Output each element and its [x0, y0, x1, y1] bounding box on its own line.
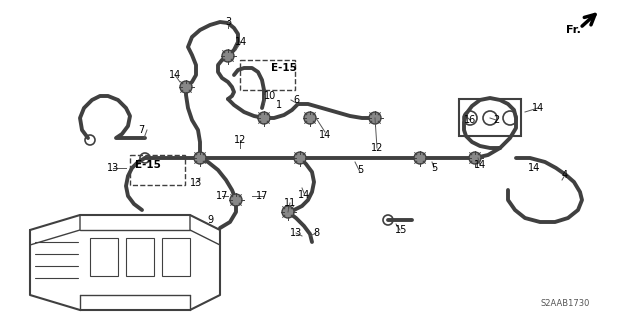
Bar [130, 155, 185, 185]
Text: 16: 16 [464, 115, 476, 125]
Bar [240, 60, 295, 90]
Text: 14: 14 [532, 103, 544, 113]
Circle shape [414, 152, 426, 164]
Text: 15: 15 [395, 225, 407, 235]
Text: 5: 5 [431, 163, 437, 173]
Text: 12: 12 [371, 143, 383, 153]
Circle shape [180, 81, 192, 93]
Text: 3: 3 [225, 17, 231, 27]
Circle shape [304, 112, 316, 124]
Text: 14: 14 [474, 160, 486, 170]
Text: 14: 14 [235, 37, 247, 47]
Text: E-15: E-15 [135, 160, 161, 170]
Circle shape [282, 206, 294, 218]
Text: 9: 9 [207, 215, 213, 225]
Circle shape [369, 112, 381, 124]
Text: 14: 14 [528, 163, 540, 173]
Text: 12: 12 [234, 135, 246, 145]
Bar [126, 238, 154, 276]
Text: 14: 14 [319, 130, 331, 140]
Text: 5: 5 [357, 165, 363, 175]
Text: 14: 14 [169, 70, 181, 80]
Text: 17: 17 [216, 191, 228, 201]
Text: 13: 13 [190, 178, 202, 188]
Circle shape [194, 152, 206, 164]
Circle shape [294, 152, 306, 164]
Bar [90, 238, 118, 276]
Text: Fr.: Fr. [566, 25, 580, 35]
Circle shape [469, 152, 481, 164]
Text: 13: 13 [107, 163, 119, 173]
Text: 13: 13 [290, 228, 302, 238]
Text: 10: 10 [264, 91, 276, 101]
Text: 14: 14 [298, 190, 310, 200]
Circle shape [230, 194, 242, 206]
Text: 8: 8 [313, 228, 319, 238]
Circle shape [258, 112, 270, 124]
Text: 17: 17 [256, 191, 268, 201]
Text: 11: 11 [284, 198, 296, 208]
Text: S2AAB1730: S2AAB1730 [541, 299, 590, 308]
Text: 2: 2 [493, 115, 499, 125]
Text: 4: 4 [562, 170, 568, 180]
Bar [162, 238, 190, 276]
Text: 7: 7 [138, 125, 144, 135]
Text: 1: 1 [276, 100, 282, 110]
Text: E-15: E-15 [271, 63, 297, 73]
Circle shape [222, 50, 234, 62]
Text: 6: 6 [293, 95, 299, 105]
